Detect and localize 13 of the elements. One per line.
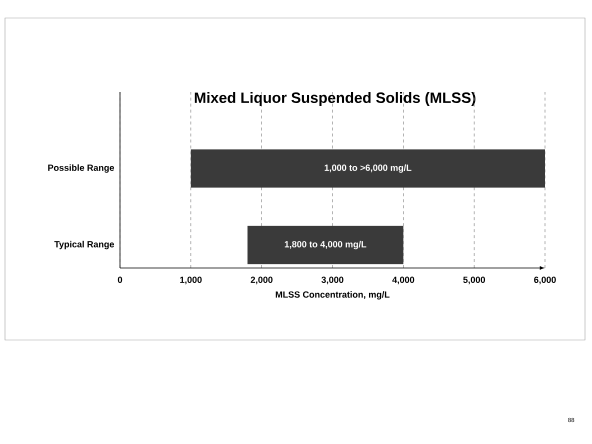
annotation: 1,000 to >6,000 mg/L — [324, 164, 412, 173]
x-tick-label: 4,000 — [392, 276, 414, 284]
x-tick-label: 2,000 — [250, 276, 273, 284]
x-tick-label: 0 — [118, 276, 122, 283]
annotation: 1,800 to 4,000 mg/L — [284, 240, 366, 250]
x-tick-label: 1,000 — [180, 276, 202, 284]
x-tick-label: 3,000 — [321, 276, 344, 284]
x-tick-label: 5,000 — [463, 276, 486, 284]
x-tick-label: 6,000 — [534, 276, 556, 284]
x-axis-title: MLSS Concentration, mg/L — [276, 291, 390, 300]
y-tick-label: Possible Range — [48, 164, 114, 173]
chart-title: Mixed Liquor Suspended Solids (MLSS) — [194, 92, 476, 106]
y-tick-label: Typical Range — [54, 240, 114, 250]
